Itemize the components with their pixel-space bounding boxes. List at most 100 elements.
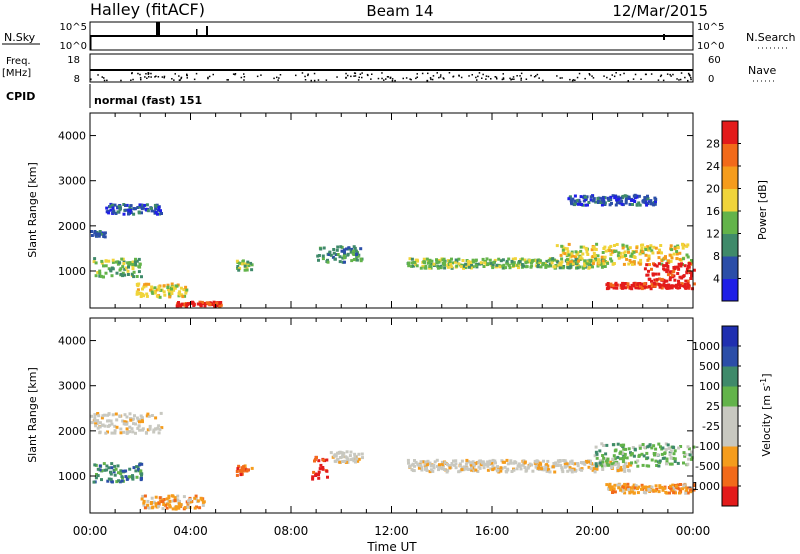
data-cell (143, 506, 147, 510)
data-cell (509, 461, 513, 465)
data-cell (208, 303, 212, 306)
data-cell (546, 459, 550, 463)
data-cell (687, 262, 691, 265)
data-cell (668, 253, 672, 257)
data-cell (510, 259, 514, 263)
data-cell (94, 476, 98, 480)
data-cell (163, 503, 167, 507)
data-cell (453, 463, 457, 467)
radar-title: Halley (fitACF) (90, 0, 205, 19)
data-cell (471, 265, 475, 269)
data-cell (687, 265, 691, 269)
data-cell (428, 470, 432, 474)
data-cell (458, 464, 462, 468)
data-cell (578, 265, 582, 269)
data-cell (101, 275, 105, 279)
data-cell (106, 479, 110, 483)
data-cell (132, 422, 135, 426)
data-cell (454, 466, 458, 470)
data-cell (246, 468, 250, 472)
data-cell (561, 248, 565, 252)
data-cell (343, 250, 346, 254)
data-cell (146, 209, 150, 213)
data-cell (610, 259, 614, 263)
freq-tick-bottom: 8 (74, 74, 80, 85)
data-cell (629, 254, 633, 258)
data-cell (682, 451, 686, 455)
nave-dot (132, 78, 134, 81)
data-cell (495, 263, 499, 267)
data-cell (677, 279, 680, 283)
data-cell (613, 490, 617, 494)
data-cell (438, 258, 442, 262)
data-cell (633, 447, 637, 451)
data-cell (611, 457, 615, 461)
data-cell (574, 250, 578, 254)
data-cell (644, 196, 648, 200)
nave-dot (678, 79, 680, 81)
data-cell (413, 464, 416, 468)
nave-dot (193, 78, 196, 81)
data-cell (512, 261, 516, 265)
data-cell (429, 464, 433, 468)
data-cell (660, 262, 664, 266)
data-cell (442, 257, 446, 261)
data-cell (95, 422, 99, 425)
data-cell (672, 270, 676, 274)
data-cell (491, 266, 495, 270)
nave-dot (613, 75, 616, 78)
nave-dot (676, 78, 678, 80)
data-cell (592, 251, 596, 255)
nave-dot (186, 77, 188, 79)
data-cell (641, 485, 645, 489)
data-cell (603, 265, 607, 268)
data-cell (547, 258, 551, 262)
x-tick-label: 00:00 (676, 524, 711, 538)
data-cell (338, 260, 342, 264)
data-cell (105, 468, 109, 472)
data-cell (584, 198, 588, 202)
data-cell (114, 212, 118, 215)
nave-dot (645, 73, 647, 76)
data-cell (482, 265, 486, 268)
power-heatmap (90, 193, 696, 308)
data-cell (443, 266, 447, 270)
data-cell (93, 416, 97, 420)
nave-dot (101, 76, 103, 78)
data-cell (107, 211, 111, 215)
nave-dot (578, 72, 581, 75)
velocity-frame (89, 317, 694, 514)
data-cell (472, 468, 476, 471)
data-cell (567, 253, 571, 257)
data-cell (676, 461, 680, 465)
data-cell (552, 265, 556, 269)
data-cell (653, 278, 657, 282)
data-cell (661, 456, 665, 460)
data-cell (623, 483, 627, 487)
data-cell (454, 258, 458, 262)
data-cell (572, 467, 576, 471)
data-cell (486, 462, 490, 466)
nave-dot (387, 76, 390, 78)
data-cell (131, 430, 135, 434)
data-cell (620, 283, 624, 287)
data-cell (441, 464, 445, 468)
data-cell (122, 203, 126, 206)
data-cell (212, 300, 216, 304)
data-cell (478, 262, 481, 266)
data-cell (574, 255, 577, 259)
data-cell (124, 266, 128, 270)
data-cell (184, 285, 188, 289)
data-cell (242, 465, 246, 469)
data-cell (641, 243, 645, 247)
data-cell (615, 243, 619, 246)
data-cell (689, 277, 693, 280)
data-cell (618, 451, 622, 455)
data-cell (616, 466, 620, 470)
data-cell (523, 466, 527, 469)
nave-dot (569, 78, 571, 81)
data-cell (658, 250, 662, 254)
data-cell (670, 248, 674, 252)
data-cell (117, 479, 121, 483)
